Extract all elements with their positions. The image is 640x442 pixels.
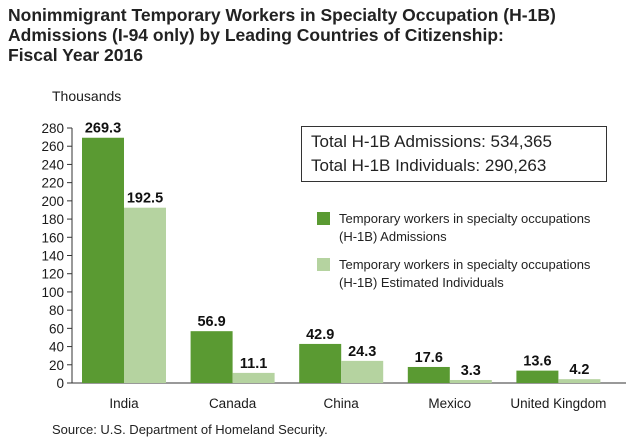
data-label-admissions: 17.6 — [415, 350, 443, 366]
y-axis-unit-label: Thousands — [52, 88, 122, 104]
legend-label-individuals-line-2: (H-1B) Estimated Individuals — [339, 275, 504, 290]
x-category-label: Mexico — [428, 396, 471, 411]
legend-item-admissions: Temporary workers in specialty occupatio… — [317, 210, 627, 246]
bar-individuals — [341, 360, 384, 383]
data-label-admissions: 42.9 — [306, 327, 334, 343]
bar-individuals — [124, 207, 166, 383]
bar-individuals — [558, 379, 601, 383]
data-label-individuals: 4.2 — [569, 362, 589, 378]
total-admissions: Total H-1B Admissions: 534,365 — [311, 132, 552, 151]
bar-individuals — [232, 372, 275, 383]
source-note: Source: U.S. Department of Homeland Secu… — [52, 422, 328, 437]
legend-item-individuals: Temporary workers in specialty occupatio… — [317, 256, 627, 292]
chart-title: Nonimmigrant Temporary Workers in Specia… — [8, 5, 628, 65]
legend-label-admissions-line-1: Temporary workers in specialty occupatio… — [339, 211, 591, 226]
y-tick-label: 180 — [41, 212, 64, 227]
y-tick-label: 140 — [41, 249, 64, 264]
data-label-individuals: 192.5 — [127, 191, 163, 207]
bar-admissions — [407, 366, 450, 383]
total-individuals: Total H-1B Individuals: 290,263 — [311, 156, 547, 175]
title-line-3: Fiscal Year 2016 — [8, 45, 143, 65]
bar-admissions — [82, 137, 124, 383]
y-tick-label: 200 — [41, 194, 64, 209]
legend-label-admissions-line-2: (H-1B) Admissions — [339, 229, 447, 244]
data-label-admissions: 13.6 — [523, 354, 551, 370]
x-category-label: India — [109, 396, 139, 411]
data-label-individuals: 24.3 — [348, 344, 376, 360]
legend-swatch-individuals — [317, 258, 330, 271]
y-tick-label: 60 — [49, 321, 64, 336]
y-tick-label: 80 — [49, 303, 64, 318]
title-line-1: Nonimmigrant Temporary Workers in Specia… — [8, 5, 556, 25]
x-category-label: China — [324, 396, 360, 411]
y-tick-label: 120 — [41, 267, 64, 282]
bar-admissions — [299, 343, 342, 383]
y-tick-label: 240 — [41, 157, 64, 172]
data-label-individuals: 3.3 — [461, 363, 481, 379]
y-tick-label: 40 — [49, 340, 64, 355]
y-tick-label: 0 — [56, 376, 64, 391]
data-label-admissions: 56.9 — [197, 314, 225, 330]
title-line-2: Admissions (I-94 only) by Leading Countr… — [8, 25, 504, 45]
y-tick-label: 20 — [49, 358, 64, 373]
x-category-label: United Kingdom — [510, 396, 606, 411]
y-tick-label: 220 — [41, 176, 64, 191]
y-tick-label: 280 — [41, 121, 64, 136]
legend-swatch-admissions — [317, 212, 330, 225]
bar-admissions — [516, 370, 559, 383]
data-label-individuals: 11.1 — [240, 356, 267, 372]
totals-box: Total H-1B Admissions: 534,365 Total H-1… — [301, 126, 607, 182]
legend-label-individuals-line-1: Temporary workers in specialty occupatio… — [339, 257, 591, 272]
data-label-admissions: 269.3 — [85, 121, 121, 137]
y-tick-label: 160 — [41, 230, 64, 245]
x-category-label: Canada — [209, 396, 257, 411]
y-tick-label: 260 — [41, 139, 64, 154]
bar-admissions — [190, 331, 233, 383]
bar-individuals — [449, 379, 492, 383]
y-tick-label: 100 — [41, 285, 64, 300]
